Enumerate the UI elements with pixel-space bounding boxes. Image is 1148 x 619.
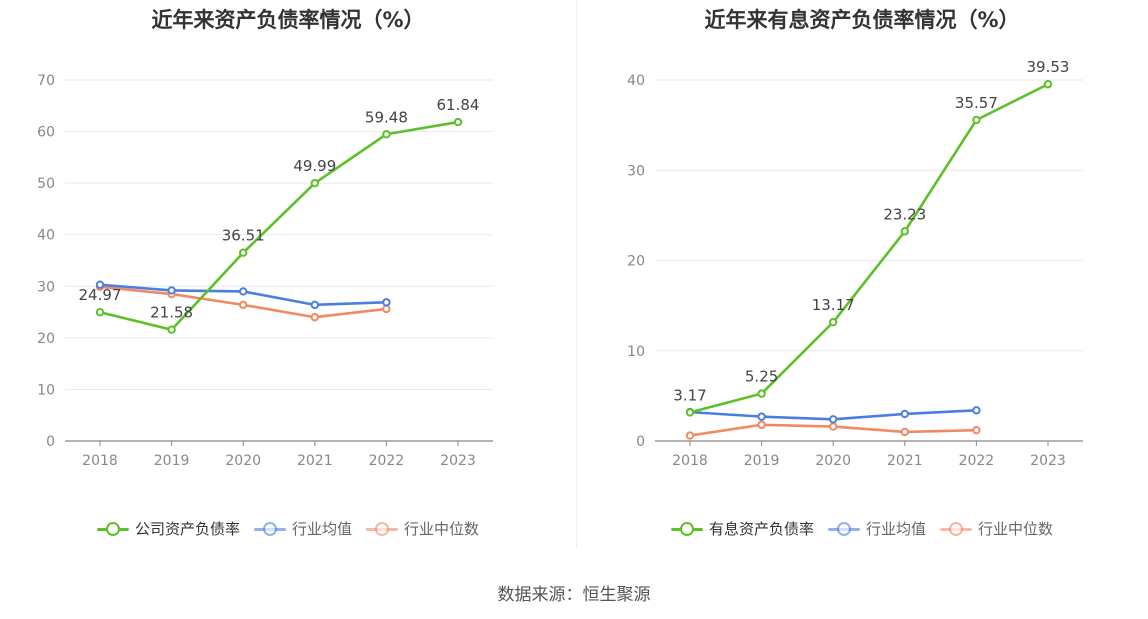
chart-legend: 有息资产负债率 行业均值 行业中位数 [576,518,1148,539]
legend-item[interactable]: 行业中位数 [366,518,479,539]
x-tick-label: 2022 [369,453,405,469]
legend-marker-icon [940,521,972,536]
legend-marker-icon [366,521,398,536]
data-point[interactable] [239,287,248,296]
data-point[interactable] [685,408,695,417]
legend-marker-icon [827,521,860,536]
y-tick-label: 10 [627,344,645,360]
y-tick-label: 30 [37,279,55,295]
data-label: 36.51 [222,227,265,245]
data-point[interactable] [382,298,391,307]
data-point[interactable] [757,389,766,398]
legend-item[interactable]: 行业均值 [827,518,926,539]
x-tick-label: 2018 [672,453,708,469]
data-label: 39.53 [1027,58,1070,76]
x-tick-label: 2018 [82,453,118,469]
x-tick-label: 2019 [154,453,190,469]
data-point[interactable] [972,425,981,435]
data-point[interactable] [1043,80,1053,89]
legend-label: 公司资产负债率 [134,520,240,538]
data-label: 35.57 [955,94,998,112]
x-tick-label: 2023 [1030,453,1066,469]
legend-item[interactable]: 行业均值 [253,518,352,539]
legend-label: 行业中位数 [978,520,1054,538]
data-point[interactable] [239,248,248,257]
data-label: 24.97 [79,286,122,304]
legend-item[interactable]: 公司资产负债率 [96,518,240,539]
chart-panel-interest-debt-ratio: 近年来有息资产负债率情况（%） 0 10 20 30 40 2018 2019 2020 202… [576,0,1148,560]
data-label: 13.17 [812,296,855,314]
data-point[interactable] [972,115,981,125]
data-point[interactable] [900,227,909,236]
legend-marker-icon [96,521,129,536]
chart-legend: 公司资产负债率 行业均值 行业中位数 [0,518,576,539]
x-tick-label: 2020 [225,453,261,469]
data-point[interactable] [95,280,105,289]
chart-plot: 0 10 20 30 40 2018 2019 2020 2021 2022 2023 3.17 5.2… [627,58,1083,469]
data-label: 61.84 [437,96,480,114]
y-tick-label: 0 [636,434,645,450]
data-point[interactable] [310,178,319,188]
data-point[interactable] [95,308,105,317]
chart-plot: 0 10 20 30 40 50 60 70 2018 2019 2020 2021 2022 2023 2… [37,73,493,469]
y-tick-label: 20 [627,254,645,270]
data-point[interactable] [382,304,391,314]
y-tick-label: 10 [37,382,55,398]
data-point[interactable] [167,325,176,334]
y-tick-label: 40 [627,73,645,89]
data-label: 49.99 [293,157,336,175]
legend-label: 行业均值 [865,520,926,538]
data-label: 3.17 [673,386,706,404]
chart-panel-debt-ratio: 近年来资产负债率情况（%） 0 10 20 30 40 50 60 70 2018 2019 202… [0,0,576,560]
data-point[interactable] [685,431,695,440]
series-line [689,83,1049,414]
legend-marker-icon [670,521,703,536]
data-label: 21.58 [150,304,193,322]
x-tick-label: 2020 [815,453,851,469]
x-tick-label: 2022 [959,453,995,469]
chart-title: 近年来有息资产负债率情况（%） [704,8,1020,32]
y-tick-label: 40 [37,228,55,244]
legend-item[interactable]: 有息资产负债率 [670,518,814,539]
y-tick-label: 30 [627,163,645,179]
y-tick-label: 0 [46,434,55,450]
y-tick-label: 60 [37,125,55,141]
chart-title: 近年来资产负债率情况（%） [151,8,425,32]
data-point[interactable] [972,406,981,415]
x-tick-label: 2021 [887,453,923,469]
data-point[interactable] [900,427,909,437]
data-point[interactable] [239,300,248,310]
data-point[interactable] [382,130,391,139]
x-tick-label: 2021 [297,453,333,469]
data-label: 5.25 [745,368,778,386]
x-tick-label: 2019 [744,453,780,469]
y-tick-label: 20 [37,331,55,347]
legend-label: 行业均值 [291,520,352,538]
legend-marker-icon [253,521,286,536]
data-point[interactable] [829,422,838,431]
y-tick-label: 70 [37,73,55,89]
panel-divider [576,0,577,548]
data-point[interactable] [453,117,463,127]
legend-item[interactable]: 行业中位数 [940,518,1053,539]
data-point[interactable] [757,420,766,429]
y-tick-label: 50 [37,176,55,192]
data-point[interactable] [310,300,319,310]
data-source: 数据来源：恒生聚源 [497,585,651,605]
series-line [99,120,459,332]
data-label: 59.48 [365,108,408,126]
data-point[interactable] [167,286,176,295]
data-point[interactable] [757,412,766,421]
legend-label: 行业中位数 [404,520,480,538]
data-point[interactable] [310,313,319,322]
x-tick-label: 2023 [440,453,476,469]
data-point[interactable] [900,409,909,419]
legend-label: 有息资产负债率 [708,520,814,538]
data-point[interactable] [829,317,838,327]
data-point[interactable] [829,415,838,424]
data-label: 23.23 [883,205,926,223]
